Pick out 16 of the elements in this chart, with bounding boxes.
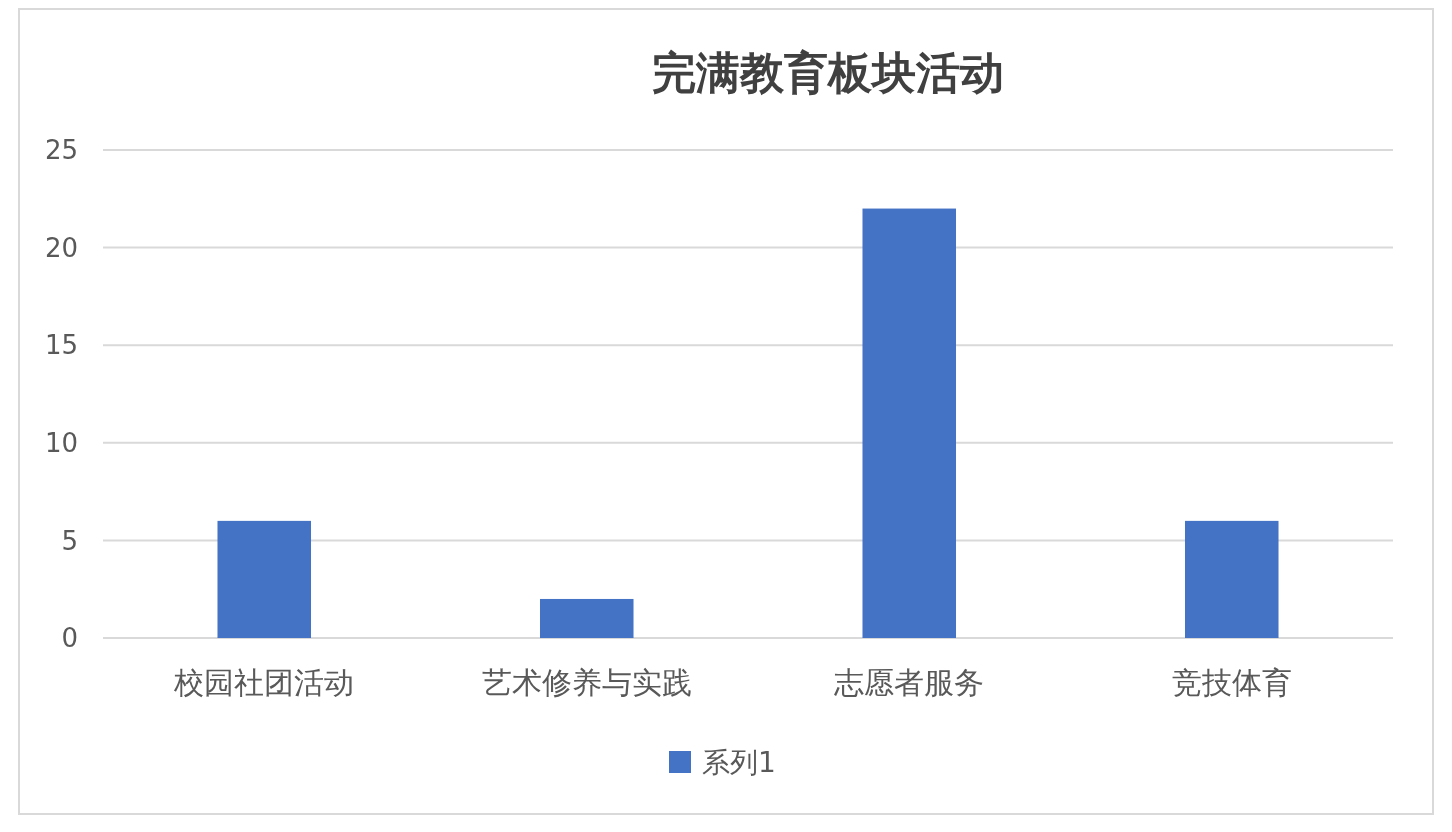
bar	[862, 208, 957, 638]
bar	[217, 520, 312, 638]
bar	[539, 598, 634, 638]
x-tick-label: 校园社团活动	[173, 664, 355, 700]
x-tick-label: 艺术修养与实践	[481, 664, 692, 700]
x-tick-label: 竞技体育	[1171, 664, 1292, 700]
bar	[1184, 520, 1279, 638]
y-tick-label: 0	[61, 623, 78, 654]
y-tick-label: 25	[44, 135, 78, 166]
y-tick-label: 5	[61, 525, 78, 556]
y-tick-label: 15	[44, 330, 78, 361]
y-tick-label: 20	[44, 232, 78, 263]
y-tick-label: 10	[44, 427, 78, 458]
chart-title: 完满教育板块活动	[652, 47, 1004, 98]
legend-label: 系列1	[702, 745, 776, 779]
x-tick-label: 志愿者服务	[834, 664, 985, 700]
